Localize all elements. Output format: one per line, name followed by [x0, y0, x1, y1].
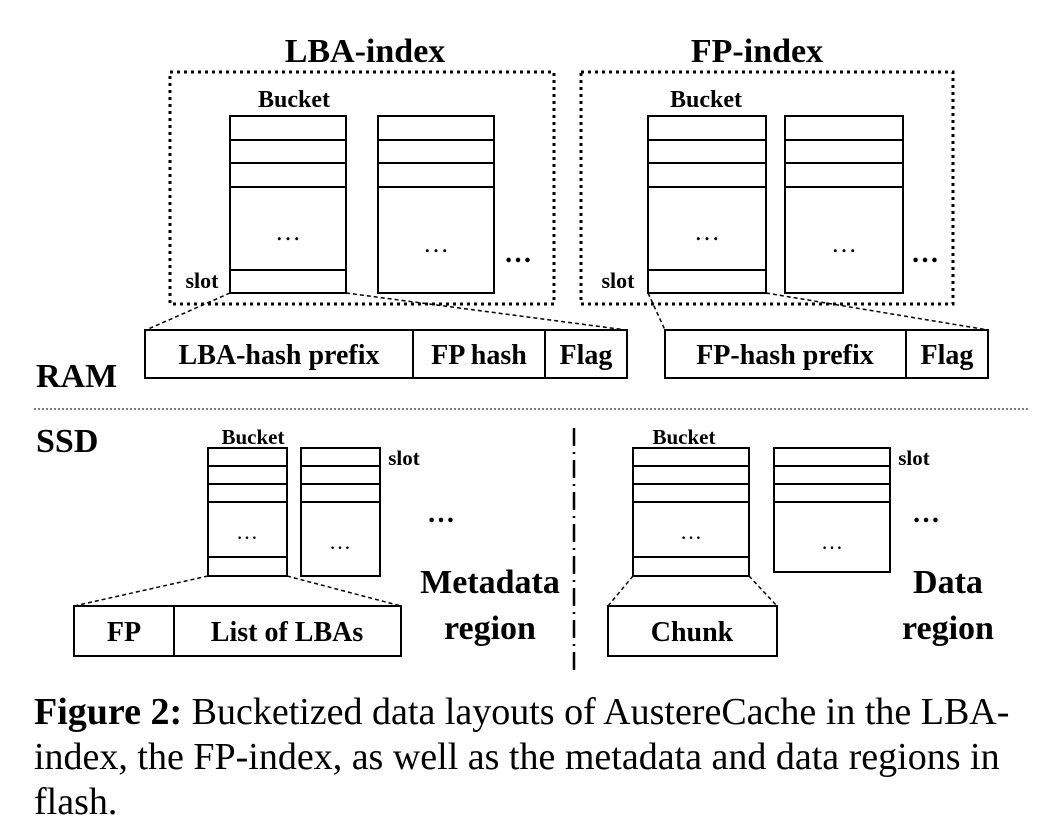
- fp-slot-expand-line-left: [647, 292, 666, 331]
- data-entry: Chunk: [607, 605, 778, 657]
- lba-index-slot-label: slot: [186, 268, 220, 293]
- metadata-slot-expand-line-left: [73, 575, 209, 607]
- lba-index-bucket-1-ellipsis: …: [275, 217, 301, 246]
- fp-index-more-buckets: …: [911, 238, 939, 269]
- data-bucket-2: [773, 447, 891, 573]
- data-bucket-2-ellipsis: …: [821, 529, 843, 554]
- data-slot-expand-line-left: [607, 575, 634, 607]
- metadata-slot-expand-line-right: [286, 575, 402, 607]
- metadata-bucket-2-ellipsis: …: [329, 529, 351, 554]
- metadata-bucket-1: [207, 447, 288, 577]
- fp-index-bucket-2: [784, 115, 904, 294]
- metadata-region-label-line1: Metadata: [420, 564, 560, 601]
- fp-index-bucket-1: [647, 115, 767, 294]
- ssd-label: SSD: [36, 423, 98, 460]
- fp-index-title: FP-index: [691, 33, 823, 70]
- lba-index-entry: LBA-hash prefix FP hash Flag: [144, 329, 628, 379]
- fp-index-bucket-label: Bucket: [670, 87, 742, 113]
- fp-index-entry: FP-hash prefix Flag: [664, 329, 989, 379]
- data-entry-field-chunk: Chunk: [651, 617, 734, 648]
- data-slot-expand-line-right: [748, 575, 778, 607]
- lba-entry-field-fp-hash: FP hash: [431, 340, 527, 371]
- fp-entry-field-fp-hash-prefix: FP-hash prefix: [696, 340, 874, 371]
- fp-index-bucket-2-ellipsis: …: [831, 229, 857, 258]
- fp-index-boundary: [579, 70, 955, 306]
- data-bucket-1: [632, 447, 750, 577]
- ram-label: RAM: [36, 358, 117, 395]
- lba-entry-field-flag: Flag: [560, 340, 613, 371]
- lba-slot-expand-line-right: [345, 292, 627, 331]
- data-slot-label: slot: [898, 446, 930, 470]
- lba-index-bucket-1: [229, 115, 347, 294]
- metadata-entry-field-fp: FP: [107, 617, 141, 648]
- data-bucket-1-ellipsis: …: [680, 519, 702, 544]
- metadata-slot-label: slot: [388, 446, 420, 470]
- lba-index-bucket-2: [377, 115, 495, 294]
- metadata-bucket-2: [300, 447, 381, 577]
- fp-index-slot-label: slot: [602, 268, 636, 293]
- lba-slot-expand-line-left: [145, 292, 231, 331]
- metadata-region-label-line2: region: [444, 610, 536, 647]
- data-bucket-label: Bucket: [653, 425, 716, 449]
- figure-caption-label: Figure 2:: [34, 691, 183, 733]
- lba-index-more-buckets: …: [504, 238, 532, 269]
- data-region-label-line1: Data: [913, 564, 983, 601]
- figure-caption: Figure 2: Bucketized data layouts of Aus…: [34, 690, 1044, 825]
- metadata-bucket-label: Bucket: [222, 425, 285, 449]
- lba-index-bucket-label: Bucket: [258, 87, 330, 113]
- lba-entry-field-lba-hash-prefix: LBA-hash prefix: [179, 340, 380, 371]
- lba-index-bucket-2-ellipsis: …: [423, 229, 449, 258]
- metadata-more-buckets: …: [427, 498, 455, 529]
- fp-slot-expand-line-right: [765, 292, 989, 331]
- lba-index-boundary: [168, 70, 556, 306]
- metadata-bucket-1-ellipsis: …: [236, 519, 258, 544]
- data-more-buckets: …: [912, 498, 940, 529]
- data-region-label-line2: region: [902, 610, 994, 647]
- fp-entry-field-flag: Flag: [921, 340, 974, 371]
- metadata-entry-field-list-of-lbas: List of LBAs: [211, 617, 364, 648]
- figure-caption-text: Bucketized data layouts of AustereCache …: [34, 691, 1010, 823]
- lba-index-title: LBA-index: [285, 33, 446, 70]
- fp-index-bucket-1-ellipsis: …: [694, 217, 720, 246]
- metadata-entry: FP List of LBAs: [73, 605, 402, 657]
